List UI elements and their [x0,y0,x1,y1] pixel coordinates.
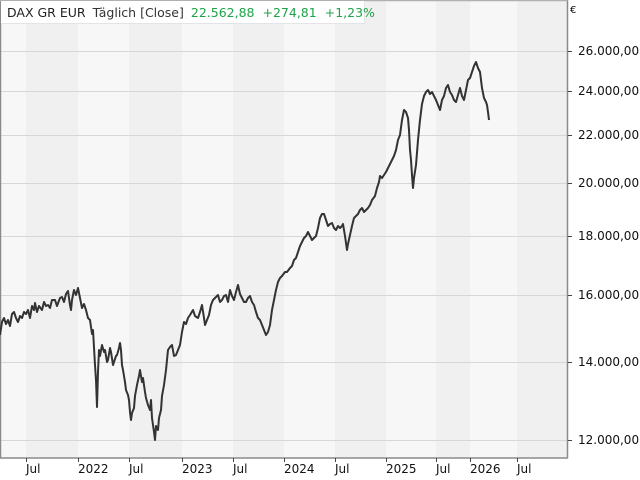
y-tick-label: 26.000,00 [578,44,640,58]
y-tick-label: 14.000,00 [578,355,640,369]
plot-border [0,0,569,459]
x-tick-label: Jul [233,462,248,476]
price-change: +274,81 [262,4,317,20]
gridlines [0,51,567,441]
y-tick-label: 12.000,00 [578,433,640,447]
x-tick-label: Jul [436,462,451,476]
x-tick-label: Jul [335,462,350,476]
currency-label: € [570,5,577,16]
x-tick-label: 2025 [386,462,417,476]
x-tick-label: 2024 [284,462,315,476]
y-tick-label: 20.000,00 [578,176,640,190]
x-tick-label: 2026 [470,462,501,476]
y-tick-label: 24.000,00 [578,84,640,98]
last-price: 22.562,88 [190,4,255,20]
price-line [0,61,490,441]
interval-label[interactable]: Täglich [Close] [92,4,184,20]
x-tick-label: Jul [129,462,144,476]
x-axis-ticks [26,458,518,462]
x-tick-label: 2023 [182,462,213,476]
x-tick-label: Jul [517,462,532,476]
x-tick-label: Jul [26,462,41,476]
instrument-title[interactable]: DAX GR EUR [7,4,86,20]
price-change-percent: +1,23% [324,4,375,20]
chart-header: DAX GR EUR Täglich [Close] 22.562,88 +27… [1,1,375,24]
y-tick-label: 22.000,00 [578,128,640,142]
x-tick-label: 2022 [78,462,109,476]
y-tick-label: 16.000,00 [578,288,640,302]
y-tick-label: 18.000,00 [578,229,640,243]
y-axis-ticks [568,51,572,441]
